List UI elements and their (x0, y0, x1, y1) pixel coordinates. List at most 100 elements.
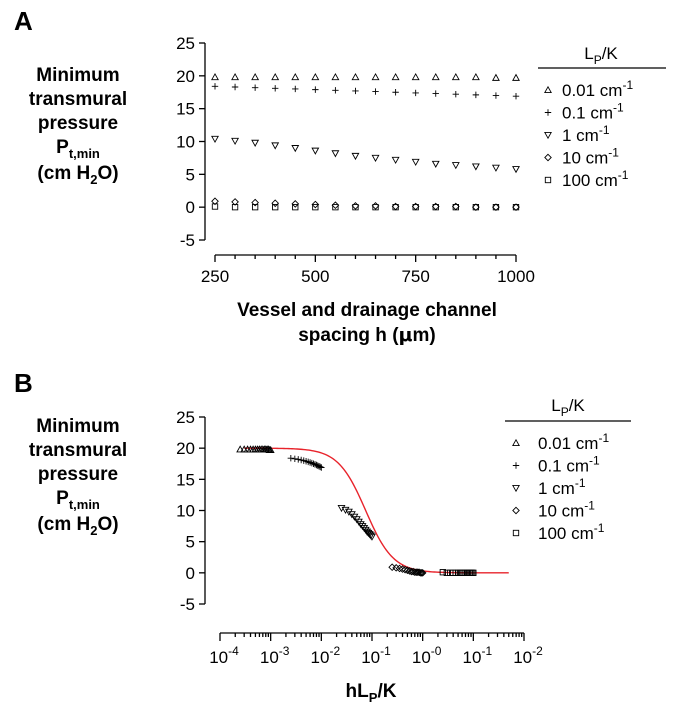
panel-a-point-s2-11 (431, 160, 440, 168)
panel-a-legend-label-4: 100 cm-1 (562, 168, 629, 190)
panel-b-legend-label-text-2: 1 cm (538, 479, 575, 498)
panel-b-x-tick-exp-4: -0 (431, 644, 442, 658)
panel-a-point-s4-10 (412, 204, 419, 211)
panel-a-point-s1-3 (272, 85, 279, 92)
panel-b-ylabel-line-2: transmural (29, 440, 127, 461)
panel-b-point-s3-3 (398, 565, 407, 573)
panel-a-point-s2-12 (451, 162, 460, 170)
panel-a: A Minimum transmural pressure Pt,min (cm… (14, 6, 666, 346)
panel-b-legend-label-text-4: 100 cm (538, 524, 594, 543)
panel-a-point-s4-9 (392, 204, 399, 211)
panel-b-y-axis-label: Minimum transmural pressure Pt,min (cm H… (29, 416, 127, 538)
panel-a-legend-label-text-3: 10 cm (562, 149, 608, 168)
panel-b-ylabel-unit-sub: 2 (90, 523, 97, 538)
panel-b-ylabel-line-1: Minimum (36, 416, 119, 437)
panel-b-x-tick-label-3: 10-1 (361, 644, 391, 667)
panel-a-point-s0-14 (491, 73, 500, 81)
panel-a-point-s0-0 (211, 73, 219, 81)
panel-a-point-s4-1 (231, 204, 239, 211)
panel-b-legend-label-3: 10 cm-1 (538, 499, 595, 521)
panel-a-point-s0-7 (351, 73, 360, 81)
panel-b-ylabel-unit: (cm H (37, 514, 90, 535)
panel-a-legend-label-text-2: 1 cm (562, 126, 599, 145)
panel-a-point-s1-1 (231, 83, 239, 91)
panel-a-point-s0-3 (271, 73, 280, 81)
panel-a-legend-title-end: /K (602, 44, 619, 63)
panel-b-x-tick-label-5: 10-1 (463, 644, 493, 667)
panel-a-point-s2-10 (411, 158, 420, 166)
panel-a-axes: -5 0 5 10 15 20 25 250 500 750 1000 (176, 34, 535, 286)
panel-b-xlabel-end: /K (377, 681, 396, 702)
panel-a-point-s0-11 (431, 73, 440, 81)
panel-a-y-tick-label-5: 20 (176, 67, 195, 86)
panel-a-point-s2-4 (291, 145, 300, 153)
panel-b-legend-label-4: 100 cm-1 (538, 521, 605, 543)
panel-b-x-tick-base-0: 10 (209, 648, 228, 667)
panel-a-point-s1-2 (251, 84, 259, 91)
panel-b-legend-label-sup-2: -1 (575, 476, 586, 490)
panel-b-y-tick-label-5: 20 (176, 439, 195, 458)
panel-b-point-s1-14 (317, 463, 324, 471)
panel-a-point-s1-9 (392, 89, 399, 96)
panel-a-point-s2-7 (351, 152, 360, 161)
panel-a-point-s4-4 (292, 204, 299, 211)
panel-a-legend-label-sup-1: -1 (613, 101, 624, 115)
panel-b-point-s3-13 (416, 568, 425, 577)
panel-a-point-s1-10 (412, 89, 419, 97)
panel-a-point-s3-14 (492, 203, 500, 212)
panel-b-point-s1-11 (313, 461, 320, 469)
panel-a-ylabel-line-1: Minimum (36, 65, 119, 86)
panel-a-point-s0-12 (451, 73, 460, 81)
panel-b-legend-label-text-1: 0.1 cm (538, 457, 589, 476)
panel-b-x-tick-base-6: 10 (513, 648, 532, 667)
panel-b-point-s0-0 (236, 445, 245, 453)
panel-b-x-tick-base-1: 10 (260, 648, 279, 667)
panel-a-ylabel-line-3: pressure (38, 113, 118, 134)
panel-b-legend-marker-2 (512, 484, 520, 493)
panel-a-point-s4-15 (512, 204, 520, 211)
panel-a-legend-label-2: 1 cm-1 (562, 123, 610, 145)
panel-b-letter: B (14, 368, 33, 398)
panel-a-point-s1-6 (332, 87, 339, 94)
panel-a-xlabel-line-1: Vessel and drainage channel (237, 300, 497, 321)
panel-b-x-tick-label-1: 10-3 (260, 644, 290, 667)
panel-a-point-s1-15 (512, 92, 520, 100)
panel-b-legend-title: LP/K (551, 396, 585, 419)
panel-b-y-tick-label-6: 25 (176, 408, 195, 427)
panel-a-point-s3-3 (271, 199, 280, 208)
panel-a-legend-label-sup-2: -1 (599, 123, 610, 137)
panel-b-ylabel-line-3: pressure (38, 464, 118, 485)
panel-b-legend-label-text-0: 0.01 cm (538, 434, 598, 453)
panel-a-letter: A (14, 6, 33, 36)
panel-a-xlabel-line-2: spacing h (μm) (298, 324, 436, 346)
panel-b-point-s4-0 (439, 569, 446, 576)
panel-a-point-s1-12 (452, 91, 459, 98)
panel-b-point-s2-1 (341, 506, 350, 515)
panel-b-y-tick-label-3: 10 (176, 502, 195, 521)
panel-b-point-s1-9 (310, 460, 317, 467)
panel-b-x-tick-label-4: 10-0 (412, 644, 442, 667)
panel-b-point-s3-5 (403, 566, 412, 575)
panel-a-legend-marker-3 (544, 153, 552, 162)
panel-a-ylabel-line-4: Pt,min (56, 137, 100, 161)
panel-a-point-s2-15 (512, 166, 520, 174)
panel-b-legend-title-end: /K (569, 396, 586, 415)
panel-b-x-tick-base-5: 10 (463, 648, 482, 667)
panel-a-point-s0-15 (512, 73, 520, 81)
panel-b-ylabel-unit-end: O) (97, 514, 118, 535)
panel-a-point-s4-14 (492, 204, 500, 211)
panel-a-point-s3-4 (291, 200, 300, 208)
panel-b-ylabel-p: P (56, 488, 69, 509)
panel-b-point-s4-15 (470, 569, 477, 576)
panel-b-legend-label-text-3: 10 cm (538, 502, 584, 521)
panel-a-point-s3-5 (311, 200, 320, 209)
panel-a-legend-marker-1 (544, 109, 552, 116)
panel-b-x-tick-base-3: 10 (361, 648, 380, 667)
panel-a-point-s2-9 (391, 156, 400, 165)
panel-a-point-s0-6 (331, 73, 340, 81)
panel-a-ylabel-unit: (cm H (37, 163, 90, 184)
panel-a-y-tick-label-4: 15 (176, 100, 195, 119)
panel-a-point-s4-12 (452, 204, 459, 211)
